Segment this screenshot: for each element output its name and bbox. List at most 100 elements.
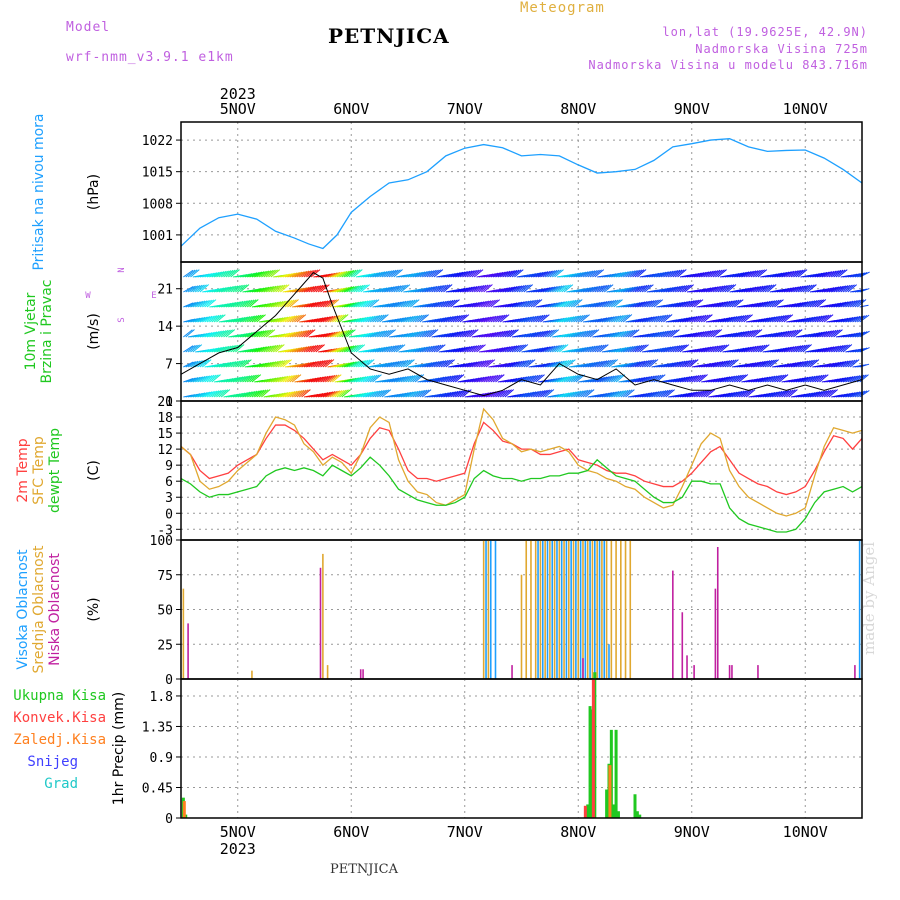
wind-barb [490, 315, 501, 323]
wind-barb [518, 316, 530, 323]
wind-barb [615, 330, 627, 338]
wind-barb [268, 344, 279, 353]
wind-barb [835, 285, 847, 293]
wind-barb [270, 317, 281, 323]
wind-barb [334, 314, 345, 323]
wind-barb [280, 316, 291, 323]
wind-barb [400, 300, 411, 308]
wind-barb [315, 344, 325, 353]
wind-barb [504, 345, 516, 353]
wind-barb [660, 389, 671, 398]
wind-barb [419, 389, 430, 398]
wind-barb [339, 270, 350, 278]
wind-barb [544, 345, 556, 353]
wind-barb [459, 270, 471, 278]
wind-barb [445, 315, 457, 323]
wind-barb [592, 344, 603, 353]
wind-barb [509, 269, 520, 278]
wind-barb [220, 286, 232, 293]
wind-barb [324, 359, 335, 368]
wind-barb [788, 389, 798, 398]
y-tick-label: 7 [165, 358, 173, 373]
wind-barb [490, 299, 501, 308]
wind-barb [294, 271, 305, 278]
wind-barb [608, 374, 619, 383]
wind-barb [400, 316, 412, 323]
wind-barb [532, 299, 543, 308]
wind-barb [722, 300, 733, 308]
wind-barb [542, 270, 553, 278]
wind-barb [365, 374, 376, 383]
wind-barb [332, 374, 342, 383]
wind-barb [450, 374, 461, 383]
wind-barb [308, 377, 319, 383]
wind-barb [826, 286, 837, 293]
wind-barb [261, 302, 272, 308]
wind-barb [310, 301, 322, 308]
wind-barb [554, 269, 564, 278]
wind-barb [516, 360, 527, 368]
wind-barb [301, 302, 312, 308]
wind-barb [348, 318, 359, 323]
wind-barb [566, 299, 577, 308]
wind-barb [362, 359, 373, 368]
wind-barb [499, 314, 510, 323]
wind-barb [667, 361, 679, 368]
wind-barb [445, 299, 456, 308]
wind-barb [741, 314, 751, 323]
wind-barb [625, 389, 635, 398]
wind-barb [213, 287, 225, 293]
wind-barb [658, 314, 669, 323]
wind-barb [743, 389, 754, 398]
wind-barb [192, 344, 203, 353]
y-tick-label: 1001 [142, 229, 173, 244]
wind-barb [450, 315, 461, 323]
wind-barb [559, 376, 570, 383]
wind-barb [369, 272, 381, 278]
wind-barb [762, 359, 773, 368]
wind-barb [566, 273, 577, 278]
wind-barb [686, 316, 698, 323]
wind-barb [601, 359, 612, 368]
wind-barb [289, 299, 299, 308]
wind-barb [521, 284, 531, 293]
bar-total_rain [588, 706, 592, 818]
wind-barb [577, 314, 588, 323]
wind-barb [540, 362, 551, 368]
wind-barb [774, 299, 784, 308]
wind-barb [438, 300, 449, 308]
wind-barb [840, 300, 851, 308]
wind-barb [431, 318, 442, 323]
wind-barb [812, 299, 822, 308]
wind-barb [575, 288, 586, 293]
wind-barb [753, 377, 764, 383]
wind-barb [641, 284, 652, 293]
wind-barb [776, 374, 787, 383]
y-tick-label: 15 [157, 427, 173, 442]
wind-barb [511, 285, 523, 293]
wind-barb [601, 333, 612, 338]
wind-barb [738, 346, 750, 353]
wind-barb [419, 329, 430, 338]
wind-barb [585, 389, 595, 398]
wind-barb [748, 361, 759, 368]
wind-barb [601, 375, 613, 383]
wind-barb [786, 389, 796, 398]
wind-barb [218, 329, 229, 338]
wind-barb [618, 389, 629, 398]
wind-barb [793, 329, 803, 338]
wind-barb [483, 284, 493, 293]
wind-barb [530, 299, 541, 308]
wind-barb [206, 347, 217, 353]
wind-barb [658, 389, 669, 398]
wind-barb [213, 330, 225, 338]
wind-barb [268, 285, 279, 293]
wind-barb [549, 345, 560, 353]
wind-barb [369, 299, 380, 308]
wind-barb [190, 285, 201, 293]
wind-barb [783, 389, 794, 398]
x-tick-label-top: 9NOV [674, 100, 710, 118]
wind-barb [819, 271, 830, 278]
wind-barb [835, 318, 846, 323]
wind-barb [816, 288, 827, 293]
